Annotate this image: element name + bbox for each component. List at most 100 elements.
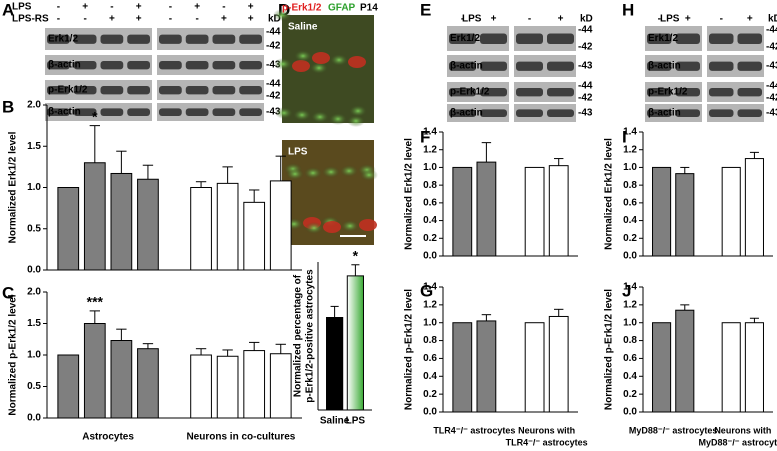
cell	[286, 168, 304, 180]
treatment-sign: -	[195, 14, 198, 25]
bar	[721, 322, 741, 413]
cell	[304, 167, 322, 179]
kd-marker: -42	[578, 93, 593, 104]
panel-letter: I	[622, 127, 627, 146]
cell	[359, 219, 377, 231]
treatment-sign: +	[82, 2, 88, 13]
row-label: Erk1/2	[450, 33, 480, 44]
panel-letter: E	[420, 0, 431, 19]
blot-band	[73, 61, 97, 70]
blot-band	[647, 61, 672, 71]
bar	[675, 173, 695, 257]
blot-band	[675, 109, 700, 117]
kd-unit: kD	[580, 14, 593, 25]
blot-band	[212, 34, 236, 44]
y-tick-label: 0.0	[623, 407, 637, 418]
bar	[721, 166, 741, 257]
y-tick-label: 0.6	[423, 197, 437, 208]
y-tick-label: 1.4	[423, 282, 437, 293]
cell	[275, 107, 293, 119]
bar	[476, 320, 497, 413]
bar	[452, 166, 473, 257]
treatment-sign: -	[169, 2, 172, 13]
treatment-sign: +	[248, 14, 254, 25]
bar	[243, 350, 266, 419]
blot-band	[647, 88, 672, 97]
y-tick-label: 0.6	[623, 353, 637, 364]
blot-band	[73, 86, 97, 95]
blot-band	[100, 86, 124, 95]
kd-marker: -42	[766, 42, 777, 53]
group-label: Neurons with	[714, 425, 771, 435]
y-tick-label: 1.2	[623, 144, 637, 155]
treatment-name: LPS	[12, 2, 32, 13]
treatment-sign: +	[136, 14, 142, 25]
cell	[347, 115, 365, 127]
kd-marker: -44	[266, 27, 281, 38]
group-label: MyD88⁻/⁻ astrocytes	[629, 425, 718, 435]
blot-band	[737, 61, 762, 71]
blot-band	[100, 108, 124, 116]
row-label: Erk1/2	[648, 33, 678, 44]
blot-strip	[514, 82, 576, 102]
stain-label: p-Erk1/2	[282, 3, 322, 14]
cell	[274, 58, 292, 70]
y-tick-label: 0.2	[423, 233, 437, 244]
cell	[292, 60, 310, 72]
y-axis-label: Normalized p-Erk1/2 level	[404, 289, 415, 410]
cell	[293, 109, 311, 121]
y-axis-label: Normalized p-Erk1/2 level	[8, 294, 19, 415]
blot-strip	[45, 55, 152, 75]
y-tick-label: 1.0	[423, 317, 437, 328]
treatment-sign: -	[57, 14, 60, 25]
cell	[312, 52, 330, 64]
y-axis-label: Normalized percentage of	[293, 274, 304, 397]
blot-band	[239, 61, 262, 70]
panel-letter: F	[420, 127, 430, 146]
bar	[326, 317, 344, 411]
panel-letter: A	[2, 0, 14, 19]
cell	[348, 56, 366, 68]
y-tick-label: 2.0	[27, 287, 41, 298]
row-label: β-actin	[48, 107, 81, 118]
cell	[360, 169, 378, 181]
blot-strip	[707, 55, 764, 77]
blot-band	[449, 88, 476, 97]
bar	[652, 166, 672, 257]
y-tick-label: 1.4	[623, 282, 637, 293]
y-tick-label: 0.8	[623, 180, 637, 191]
blot-strip	[157, 28, 264, 50]
treatment-sign: -	[461, 14, 464, 25]
treatment-sign: +	[194, 2, 200, 13]
blot-band	[647, 109, 672, 117]
treatment-sign: +	[747, 14, 753, 25]
kd-marker: -44	[766, 25, 777, 36]
blot-band	[159, 108, 182, 116]
row-label: β-actin	[450, 108, 483, 119]
bar	[476, 161, 497, 257]
y-tick-label: 0.4	[623, 215, 637, 226]
blot-band	[516, 109, 543, 117]
condition-label: Saline	[288, 22, 318, 33]
cell	[294, 50, 312, 62]
y-tick-label: 0.5	[27, 381, 41, 392]
treatment-name: LPS-RS	[12, 14, 49, 25]
y-tick-label: 0.4	[423, 371, 437, 382]
kd-marker: -44	[766, 81, 777, 92]
blot-strip	[707, 104, 764, 122]
bar	[652, 322, 672, 413]
cell	[273, 9, 291, 21]
blot-band	[159, 86, 182, 95]
blot-band	[709, 61, 734, 71]
blot-strip	[645, 82, 702, 102]
y-tick-label: 0.6	[623, 197, 637, 208]
treatment-sign: -	[720, 14, 723, 25]
blot-band	[159, 61, 182, 70]
blot-band	[675, 88, 700, 97]
kd-marker: -43	[766, 61, 777, 72]
x-tick-label: LPS	[346, 416, 366, 427]
blot-band	[449, 33, 476, 44]
blot-band	[480, 88, 507, 97]
blot-band	[100, 34, 124, 44]
stain-label: GFAP	[328, 3, 356, 14]
